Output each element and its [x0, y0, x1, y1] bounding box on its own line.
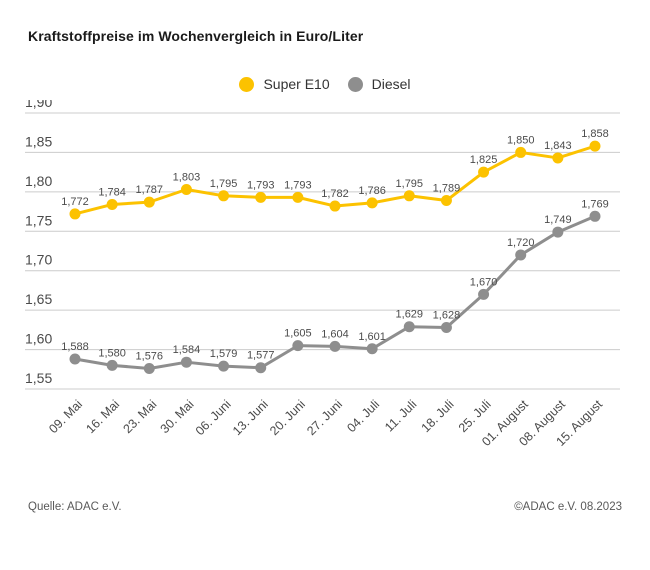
- legend-label-diesel: Diesel: [371, 76, 411, 92]
- data-point-value-label: 1,628: [433, 309, 461, 321]
- data-point-dot: [478, 288, 490, 300]
- y-axis-tick-label: 1,70: [25, 252, 52, 268]
- x-axis-tick-label: 06. Juni: [193, 397, 234, 438]
- data-point-value-label: 1,629: [396, 309, 424, 321]
- data-point-value-label: 1,787: [136, 184, 164, 196]
- data-point-value-label: 1,749: [544, 214, 572, 226]
- x-axis-tick-label: 04. Juli: [344, 397, 382, 435]
- legend-label-super-e10: Super E10: [263, 76, 330, 92]
- data-point-dot: [552, 226, 564, 238]
- data-point-value-label: 1,604: [321, 328, 349, 340]
- x-axis-tick-label: 13. Juni: [230, 397, 271, 438]
- data-point-value-label: 1,579: [210, 348, 238, 360]
- data-point-value-label: 1,793: [284, 179, 312, 191]
- data-point-value-label: 1,789: [433, 183, 461, 195]
- data-point-dot: [180, 183, 192, 195]
- y-axis-tick-label: 1,75: [25, 212, 52, 228]
- data-point-dot: [589, 140, 601, 152]
- data-point-dot: [440, 321, 452, 333]
- y-axis-tick-label: 1,80: [25, 173, 52, 189]
- data-point-value-label: 1,858: [581, 128, 609, 140]
- data-point-value-label: 1,584: [173, 344, 201, 356]
- page-title: Kraftstoffpreise im Wochenvergleich in E…: [28, 28, 364, 44]
- data-point-dot: [552, 152, 564, 164]
- data-point-dot: [589, 210, 601, 222]
- y-axis-tick-label: 1,65: [25, 291, 52, 307]
- data-point-value-label: 1,843: [544, 140, 572, 152]
- data-point-dot: [143, 196, 155, 208]
- data-point-dot: [218, 190, 230, 202]
- data-point-value-label: 1,782: [321, 188, 349, 200]
- data-point-value-label: 1,825: [470, 154, 498, 166]
- data-point-dot: [69, 353, 81, 365]
- data-point-dot: [69, 208, 81, 220]
- legend-item-super-e10: Super E10: [239, 76, 330, 92]
- data-point-dot: [255, 191, 267, 203]
- data-point-dot: [329, 340, 341, 352]
- data-point-value-label: 1,772: [61, 196, 89, 208]
- data-point-value-label: 1,784: [98, 186, 126, 198]
- data-point-value-label: 1,786: [358, 185, 386, 197]
- x-axis-tick-label: 09. Mai: [46, 397, 85, 436]
- source-note: Quelle: ADAC e.V.: [28, 501, 122, 513]
- data-point-value-label: 1,850: [507, 134, 535, 146]
- y-axis-tick-label: 1,90: [25, 100, 52, 110]
- x-axis-tick-label: 11. Juli: [382, 397, 419, 434]
- data-point-dot: [515, 146, 527, 158]
- x-axis-tick-label: 30. Mai: [158, 397, 197, 436]
- data-point-dot: [403, 190, 415, 202]
- data-point-value-label: 1,601: [358, 331, 386, 343]
- data-point-value-label: 1,720: [507, 237, 535, 249]
- data-point-value-label: 1,576: [136, 350, 164, 362]
- y-axis-tick-label: 1,85: [25, 133, 52, 149]
- data-point-value-label: 1,795: [396, 178, 424, 190]
- copyright-note: ©ADAC e.V. 08.2023: [514, 501, 622, 513]
- data-point-dot: [255, 362, 267, 374]
- x-axis-tick-label: 18. Juli: [419, 397, 457, 435]
- super-e10-dot-icon: [239, 76, 255, 92]
- data-point-dot: [366, 197, 378, 209]
- data-point-dot: [403, 321, 415, 333]
- data-point-dot: [106, 198, 118, 210]
- data-point-value-label: 1,803: [173, 171, 201, 183]
- data-point-value-label: 1,580: [98, 347, 126, 359]
- data-point-dot: [515, 249, 527, 261]
- data-point-dot: [143, 362, 155, 374]
- x-axis-tick-label: 23. Mai: [121, 397, 160, 436]
- data-point-dot: [292, 191, 304, 203]
- data-point-dot: [440, 195, 452, 207]
- data-point-dot: [329, 200, 341, 212]
- x-axis-tick-label: 27. Juni: [304, 397, 345, 438]
- x-axis-tick-label: 20. Juni: [267, 397, 308, 438]
- data-point-dot: [218, 360, 230, 372]
- chart-legend: Super E10 Diesel: [0, 76, 650, 92]
- y-axis-tick-label: 1,55: [25, 370, 52, 386]
- data-point-dot: [366, 343, 378, 355]
- data-point-value-label: 1,577: [247, 350, 275, 362]
- diesel-dot-icon: [347, 76, 363, 92]
- data-point-value-label: 1,588: [61, 341, 89, 353]
- data-point-dot: [478, 166, 490, 178]
- data-point-value-label: 1,605: [284, 328, 312, 340]
- data-point-dot: [180, 356, 192, 368]
- data-point-value-label: 1,670: [470, 276, 498, 288]
- data-point-dot: [292, 340, 304, 352]
- y-axis-tick-label: 1,60: [25, 331, 52, 347]
- data-point-value-label: 1,769: [581, 198, 609, 210]
- x-axis-tick-label: 16. Mai: [83, 397, 122, 436]
- data-point-value-label: 1,795: [210, 178, 238, 190]
- legend-item-diesel: Diesel: [347, 76, 411, 92]
- data-point-dot: [106, 359, 118, 371]
- data-point-value-label: 1,793: [247, 179, 275, 191]
